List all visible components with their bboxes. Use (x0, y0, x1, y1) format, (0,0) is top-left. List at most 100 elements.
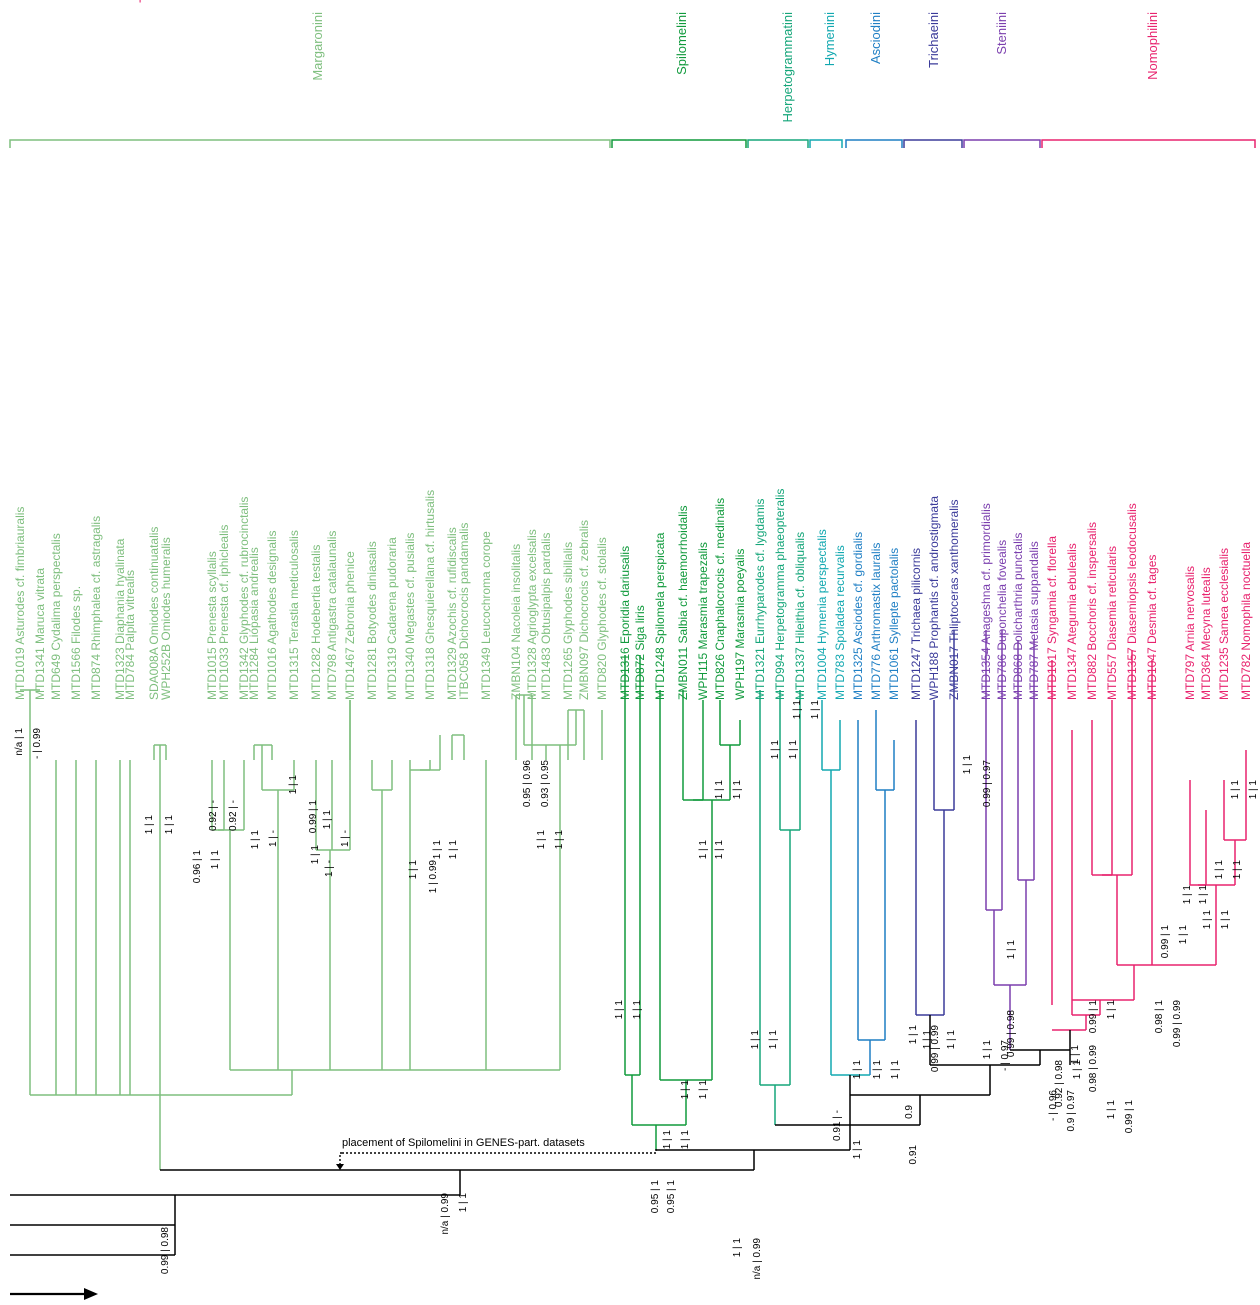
taxon-label: MTD1467 Zebronia phenice (343, 551, 357, 700)
support-value: 1 | 1 (698, 1080, 709, 1100)
taxon-label: MTD557 Diasemia reticularis (1105, 546, 1119, 700)
taxon-label: MTD1323 Diaphania hyalinata (113, 538, 127, 700)
taxon-label: MTD994 Herpetogramma phaeopteralis (773, 489, 787, 700)
support-value: 1 | 1 (1198, 885, 1209, 905)
support-value: 0.93 | 0.95 (540, 760, 551, 808)
tribe-label: Nomophilini (1145, 12, 1160, 80)
support-value: 1 | 1 (408, 860, 419, 880)
tribe-label: Asciodini (868, 12, 883, 64)
support-value: 0.99 | 1 (1088, 1000, 1099, 1034)
taxon-label: WPH115 Marasmia trapezalis (696, 542, 710, 700)
support-value: 1 | 1 (872, 1060, 883, 1080)
support-value: 1 | 1 (1182, 885, 1193, 905)
support-value: 1 | 1 (1106, 1100, 1117, 1120)
taxon-label: MTD783 Spoladea recurvalis (833, 545, 847, 700)
support-value: 1 | 1 (210, 850, 221, 870)
taxon-label: MTD1281 Botyodes diniasalis (365, 541, 379, 700)
tree-branches (10, 630, 1247, 1256)
support-value: 1 | 1 (250, 830, 261, 850)
taxon-label: MTD776 Arthromastix lauralis (869, 543, 883, 700)
support-value: 1 | 1 (946, 1030, 957, 1050)
taxon-label: MTD1282 Hodebertia testalis (309, 545, 323, 700)
taxon-label: MTD1247 Trichaea pilicornis (909, 548, 923, 700)
support-value: 1 | 1 (732, 780, 743, 800)
support-value: 1 | 1 (1006, 940, 1017, 960)
taxon-label: MTD1033 Prenesta cf. iphiclealis (217, 525, 231, 700)
taxon-label: MTD1015 Prenesta scyllalis (205, 551, 219, 700)
taxon-label: MTD1316 Eporidia dariusalis (618, 546, 632, 700)
support-value: - | 0.97 (1000, 1040, 1011, 1071)
support-value: 1 | 1 (1214, 860, 1225, 880)
support-value: 1 | 1 (1220, 910, 1231, 930)
support-value: 1 | 1 (732, 1238, 743, 1258)
support-value: 1 | 1 (908, 1025, 919, 1045)
spilomelini-placement-note: placement of Spilomelini in GENES-part. … (342, 1137, 585, 1149)
support-value: 0.9 | 0.97 (1066, 1090, 1077, 1132)
taxon-label: MTD1017 Syngamia cf. florella (1045, 536, 1059, 700)
tribe-label: Herpetogrammatini (780, 12, 795, 123)
tribe-label: Trichaeini (926, 12, 941, 68)
tribe-label: Hymenini (822, 12, 837, 66)
support-value: 1 | 1 (714, 780, 725, 800)
taxon-label: MTD1329 Azochis cf. rufidiscalis (445, 527, 459, 700)
support-value: 1 | 1 (536, 830, 547, 850)
support-value: 0.99 | 0.98 (1006, 1010, 1017, 1058)
taxon-label: MTD1235 Samea ecclesialis (1217, 548, 1231, 700)
support-value: 1 | 1 (614, 1000, 625, 1020)
taxon-label: MTD1016 Agathodes designalis (265, 531, 279, 700)
support-value: 1 | 1 (288, 775, 299, 795)
support-value: 0.95 | 1 (650, 1180, 661, 1214)
taxon-label: MTD786 Duponchelia fovealis (995, 540, 1009, 700)
taxon-label: MTD820 Glyphodes cf. stolalis (595, 537, 609, 700)
support-value: 1 | 1 (788, 740, 799, 760)
placement-arrowhead (336, 1164, 344, 1170)
direction-arrow (10, 1288, 98, 1300)
support-value: 0.99 | 0.97 (982, 760, 993, 808)
tribe-label: Margaronini (310, 12, 325, 81)
support-value: 0.96 | 1 (192, 850, 203, 884)
support-value: 1 | - (268, 830, 279, 847)
support-value: 0.9 (904, 1105, 915, 1119)
taxon-label: MTD797 Arnia nervosalis (1183, 566, 1197, 700)
tribe-label: Spilomelini (674, 12, 689, 75)
taxon-label: MTD1321 Eurrhyparodes cf. lygdamis (753, 499, 767, 700)
taxon-label: MTD1004 Hymenia perspectalis (815, 529, 829, 700)
taxon-label: MTD826 Cnaphalocrocis cf. medinalis (713, 498, 727, 700)
support-value: n/a | 0.99 (440, 1193, 451, 1235)
taxon-label: MTD868 Dolicharthria punctalis (1011, 533, 1025, 700)
taxon-label: ITBC058 Dichocrocis pandamalis (457, 523, 471, 700)
support-value: 0.98 | 1 (1154, 1000, 1165, 1034)
placement-dotted-line (342, 1148, 657, 1154)
tribe-bracket (1041, 139, 1256, 148)
taxon-label: MTD1284 Liopasia andrealis (247, 547, 261, 700)
support-value: 1 | 1 (310, 845, 321, 865)
support-value: 1 | 1 (750, 1030, 761, 1050)
support-value: 0.92 | 0.98 (1054, 1060, 1065, 1108)
support-value: 0.99 | 0.99 (1172, 1000, 1183, 1048)
support-value: 1 | 1 (890, 1060, 901, 1080)
placement-dotted-arrow (339, 1152, 342, 1168)
support-value: 1 | 1 (164, 815, 175, 835)
support-value: 0.98 | 0.99 (1088, 1045, 1099, 1093)
support-value: 1 | 1 (144, 815, 155, 835)
taxon-label: MTD1061 Syllepte pactolalis (887, 548, 901, 700)
support-value: 1 | - (324, 860, 335, 877)
taxon-label: MTD798 Antigastra catalaunalis (325, 531, 339, 700)
tribe-bracket (747, 139, 809, 148)
tribe-label: Steniini (994, 12, 1009, 55)
taxon-label: MTD872 Siga liris (633, 605, 647, 700)
support-value: 1 | 0.99 (428, 860, 439, 894)
support-value: 1 | 1 (922, 1030, 933, 1050)
taxon-label: MTD1318 Ghesquierellana cf. hirtusalis (423, 490, 437, 700)
taxon-label: MTD1358 Samea cf. multiplicalis (0, 0, 175, 3)
support-value: 1 | 1 (1232, 860, 1243, 880)
taxon-label: MTD1315 Terastia meticulosalis (287, 530, 301, 700)
support-value: 1 | 1 (1202, 910, 1213, 930)
tribe-bracket (611, 139, 747, 148)
tribe-bracket (845, 139, 903, 148)
support-value: 0.92 | - (228, 800, 239, 831)
support-value: 1 | - (340, 830, 351, 847)
support-value: - | 0.99 (32, 728, 43, 759)
taxon-label: WPH188 Prophantis cf. androstigmata (927, 496, 941, 700)
